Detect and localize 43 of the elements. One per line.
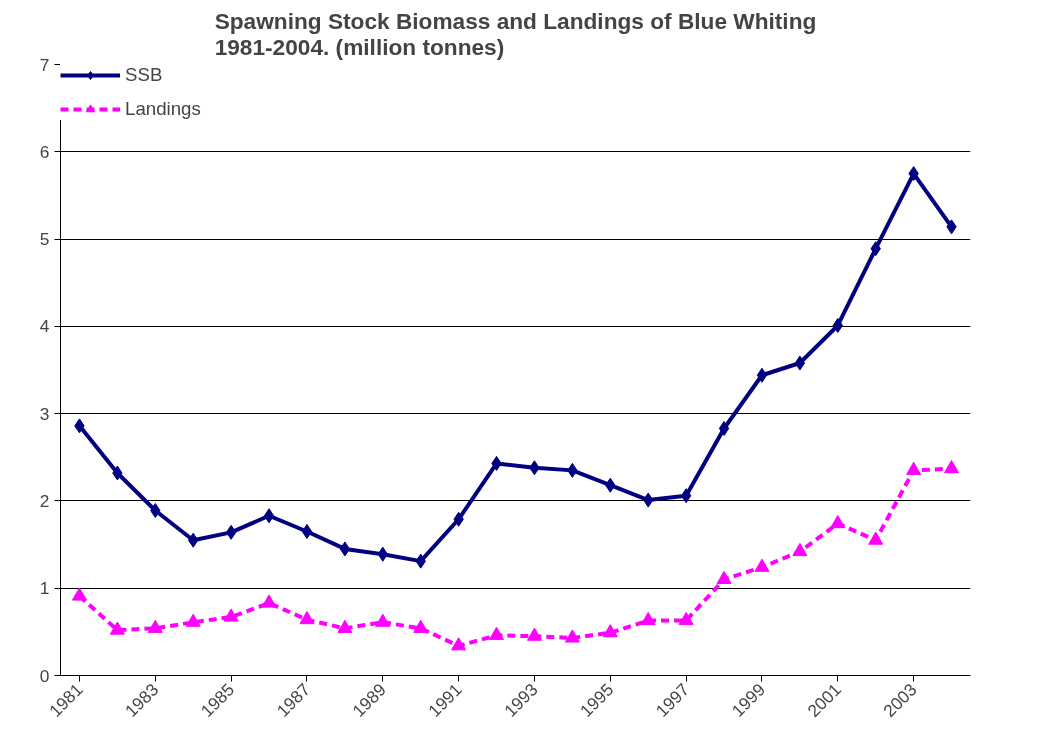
y-tick-label: 3 (39, 403, 50, 424)
point (564, 629, 580, 643)
point (944, 460, 960, 474)
point (71, 587, 87, 601)
point (718, 420, 730, 436)
point (339, 541, 351, 557)
point (792, 542, 808, 557)
y-tick-label: 0 (39, 665, 50, 686)
point (526, 627, 542, 641)
y-tick-label: 4 (39, 316, 50, 337)
point (716, 570, 732, 585)
y-tick-label: 1 (39, 578, 50, 599)
point (225, 524, 237, 540)
point (413, 619, 429, 633)
point (489, 626, 505, 640)
point (868, 531, 884, 545)
point (756, 367, 768, 383)
legend-label: Landings (125, 98, 201, 120)
point (640, 611, 656, 626)
point (375, 613, 391, 627)
point (680, 488, 692, 504)
point (185, 613, 201, 627)
point (451, 637, 467, 651)
point (337, 619, 353, 633)
point (602, 624, 618, 638)
y-tick-label: 6 (39, 141, 50, 162)
y-tick-label: 5 (39, 229, 50, 250)
point (263, 508, 275, 524)
point (906, 461, 922, 475)
point (299, 611, 315, 625)
chart-title: Spawning Stock Biomass and Landings of Blue Whiting 1981-2004. (million tonnes) (214, 7, 817, 60)
point (223, 608, 239, 622)
point (147, 619, 163, 633)
legend-label: SSB (125, 64, 163, 86)
point (830, 515, 846, 529)
point (678, 611, 694, 626)
y-tick-label: 2 (39, 490, 50, 511)
y-tick-label: 7 (39, 54, 50, 75)
point (794, 355, 806, 371)
point (261, 594, 277, 608)
point (301, 523, 313, 539)
point (754, 558, 770, 572)
point (109, 621, 125, 635)
